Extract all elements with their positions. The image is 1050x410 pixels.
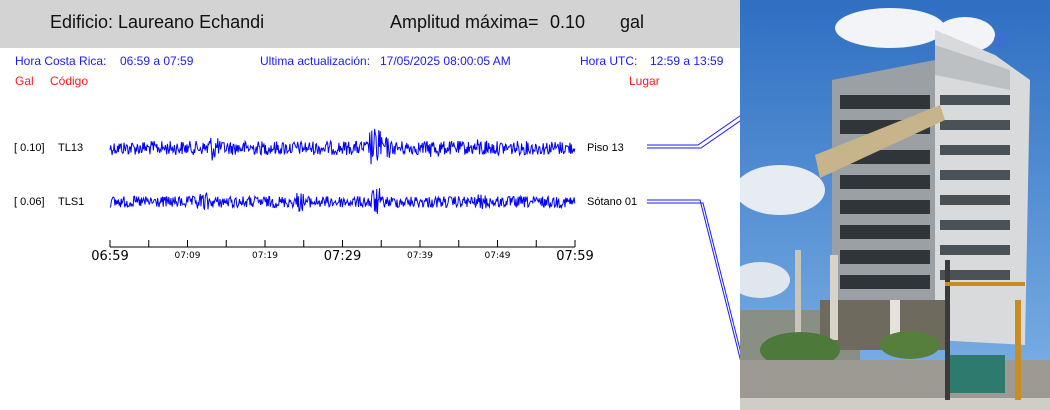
building-label: Edificio: [50,12,114,32]
time-tick-label: 06:59 [91,249,129,264]
code-tl13: TL13 [58,142,84,154]
time-axis [109,240,576,248]
leader-line-tl13-b [647,120,740,149]
building-name: Laureano Echandi [118,12,265,32]
time-tick-label: 07:59 [556,249,594,264]
cr-time-label: Hora Costa Rica: [15,54,107,68]
time-tick-label: 07:29 [323,249,362,264]
leader-line-tls1-b [647,202,740,352]
amplitude-tls1: [ 0.06] [14,196,45,208]
code-tls1: TLS1 [58,196,85,208]
utc-time-label: Hora UTC: [580,54,638,68]
place-tls1: Sótano 01 [587,196,638,208]
time-tick-label: 07:39 [407,251,433,261]
amplitude-label: Amplitud máxima= [390,12,539,32]
time-tick-label: 07:49 [484,251,511,261]
place-tl13: Piso 13 [587,142,624,154]
trace-tl13 [109,128,576,165]
header-bar: Edificio: Laureano Echandi Amplitud máxi… [0,0,740,48]
leader-line-tl13 [647,115,740,146]
code-column-header: Código [50,74,89,88]
time-tick-label: 07:19 [252,251,278,261]
leader-line-tls1 [647,199,740,361]
seismogram-plot [109,115,740,361]
trace-group [109,128,576,214]
gal-column-header: Gal [15,74,34,88]
amplitude-tl13: [ 0.10] [14,142,45,154]
place-column-header: Lugar [629,74,660,88]
update-value: 17/05/2025 08:00:05 AM [380,54,511,68]
time-tick-label: 07:09 [174,251,201,261]
trace-tls1 [109,188,576,214]
leader-lines [647,115,740,361]
cr-time-range: 06:59 a 07:59 [120,54,194,68]
building-photo-icon [740,0,1050,410]
amplitude-value: 0.10 [550,12,586,32]
amplitude-unit: gal [620,12,645,32]
utc-time-range: 12:59 a 13:59 [650,54,724,68]
update-label: Ultima actualización: [260,54,371,68]
